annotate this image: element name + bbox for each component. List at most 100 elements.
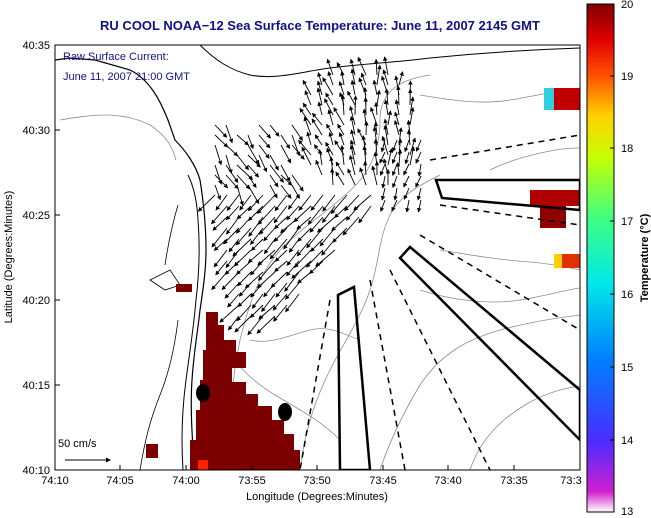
plot-area [55,45,580,470]
current-vector [258,134,271,149]
current-vector [302,102,312,116]
current-vector [350,79,356,96]
current-vector [269,184,278,199]
current-vector [321,238,336,256]
current-vector [306,227,324,249]
current-vector [286,205,300,221]
current-vector [214,144,223,166]
current-vector [376,64,382,86]
sst-pixel [146,444,158,458]
current-vector [274,249,288,262]
current-vector [363,160,368,176]
current-vector [228,238,240,253]
current-vector [312,112,323,126]
current-vector [296,238,312,257]
current-vector [329,168,335,186]
current-vector [215,260,228,276]
current-vector [224,260,240,275]
current-vector [393,187,398,201]
x-tick-label: 74:00 [172,475,200,487]
current-vector [302,79,312,96]
current-vector [330,194,348,215]
current-vector [415,175,422,188]
scale-label: 50 cm/s [58,438,97,450]
current-vector [258,304,276,320]
x-axis-label: Longitude (Degrees:Minutes) [246,491,388,503]
current-vector [273,304,288,322]
current-vector [380,139,386,153]
current-vector [237,293,252,308]
current-vector [234,315,252,333]
current-vector [306,131,312,146]
current-vector [309,216,324,233]
current-vector [256,271,276,289]
current-vector [394,99,400,116]
x-tick-label: 73:40 [434,475,462,487]
current-vector [274,194,288,212]
current-vector [391,163,398,177]
current-vector [357,56,367,76]
current-vector [334,205,348,219]
current-vector [248,216,264,237]
colorbar-tick: 13 [621,506,633,518]
current-vector [269,124,280,137]
current-vector [328,131,334,146]
sst-offshore-patch [540,206,566,228]
current-vector [288,238,300,253]
current-vector [226,194,240,211]
current-vector [347,90,356,106]
y-tick-label: 40:25 [22,210,50,222]
current-vector [287,194,300,210]
current-vector [345,205,360,221]
current-vector [383,99,389,116]
current-vector [305,249,324,268]
current-vector [237,271,252,287]
current-vector [285,282,300,300]
current-vector [269,164,284,183]
current-vector [215,194,228,211]
current-vector [405,199,410,213]
current-vector [236,304,252,322]
current-vector [353,95,358,116]
current-vector [269,154,279,171]
current-vector [309,260,324,275]
current-vector [213,249,228,268]
current-vector [247,184,260,205]
current-vector [380,187,386,201]
current-vector [214,134,229,148]
current-vector [235,227,252,246]
current-vector [247,164,260,178]
current-vector [247,315,264,336]
current-vector [221,271,240,291]
current-vector [310,238,324,252]
current-vector [391,151,398,165]
current-vector [247,144,260,165]
x-tick-label: 73:3 [560,475,581,487]
current-vector [247,134,254,150]
current-vector [332,227,348,243]
current-vector [379,199,386,213]
barrier-island [181,174,200,470]
current-vector [197,194,216,212]
current-vector [273,227,288,242]
current-vector [333,107,345,126]
current-vector [213,238,228,251]
current-vector [225,164,239,183]
current-vector [315,249,336,267]
current-vector [258,216,276,235]
current-vector [415,139,422,152]
colorbar-ticks: 20 19 18 17 16 15 14 13 [610,0,633,518]
current-vector [225,124,234,144]
current-vector [301,146,312,166]
current-vector [353,194,372,211]
current-vector [311,118,323,136]
current-vector [236,260,252,275]
current-vector [250,282,264,298]
current-vector [326,58,334,76]
current-vector [283,227,300,250]
x-tick-label: 74:10 [41,475,69,487]
current-vector [256,315,276,334]
current-vector [416,199,422,213]
current-vector [280,184,292,199]
current-vector [225,174,239,190]
